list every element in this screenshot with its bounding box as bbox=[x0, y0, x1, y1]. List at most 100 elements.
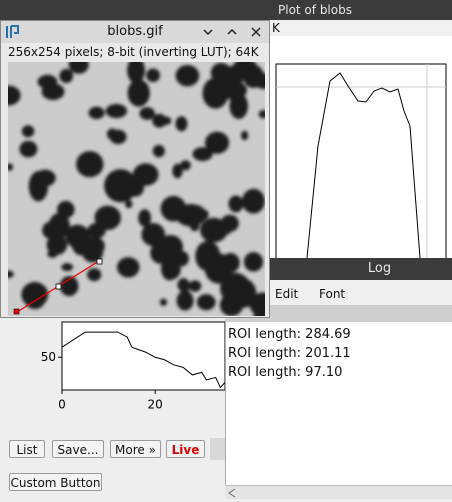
blob bbox=[47, 249, 58, 258]
blob bbox=[132, 163, 159, 186]
log-line: ROI length: 201.11 bbox=[228, 346, 351, 361]
blob bbox=[21, 125, 35, 138]
blob bbox=[128, 86, 142, 100]
blob bbox=[188, 280, 202, 292]
blob bbox=[150, 241, 170, 264]
blob bbox=[146, 68, 161, 83]
blob bbox=[253, 306, 265, 316]
blob bbox=[41, 83, 65, 100]
blob bbox=[125, 199, 133, 209]
image-canvas bbox=[8, 62, 265, 316]
blob bbox=[8, 85, 21, 106]
blob bbox=[192, 147, 213, 162]
blob bbox=[229, 92, 249, 119]
blob bbox=[180, 160, 191, 171]
blob bbox=[242, 188, 265, 214]
plot-menu-bar: K bbox=[270, 20, 452, 36]
log-title-bar: Log bbox=[225, 258, 452, 280]
blob bbox=[172, 163, 183, 179]
blob bbox=[23, 281, 47, 310]
blob bbox=[176, 290, 194, 311]
profile-line bbox=[306, 72, 421, 258]
app-icon bbox=[6, 25, 19, 38]
custom-button[interactable]: Custom Button bbox=[9, 473, 102, 491]
roi-handle[interactable] bbox=[96, 258, 103, 265]
blob bbox=[46, 234, 68, 255]
blob bbox=[175, 204, 207, 227]
blob bbox=[196, 294, 216, 311]
profile-frame bbox=[61, 321, 225, 391]
log-text-area: ROI length: 284.69 ROI length: 201.11 RO… bbox=[225, 322, 452, 485]
blob bbox=[117, 257, 140, 278]
blob bbox=[227, 276, 242, 290]
blob bbox=[160, 256, 179, 281]
roi-handle[interactable] bbox=[13, 308, 20, 315]
blob bbox=[139, 107, 155, 120]
blob bbox=[59, 275, 79, 297]
blob bbox=[94, 205, 121, 231]
separator bbox=[210, 438, 225, 460]
log-line: ROI length: 97.10 bbox=[228, 365, 343, 380]
blob bbox=[8, 270, 14, 278]
menu-item[interactable]: Font bbox=[319, 287, 346, 301]
blob bbox=[204, 253, 233, 284]
plot-frame bbox=[275, 63, 447, 258]
blob bbox=[190, 221, 200, 232]
plot-area bbox=[275, 63, 447, 258]
window-controls[interactable] bbox=[199, 24, 267, 40]
blob bbox=[152, 113, 167, 128]
y-tick-label: 50 bbox=[41, 350, 56, 364]
profile-line bbox=[61, 331, 225, 389]
log-title: Log bbox=[367, 261, 392, 276]
blob bbox=[152, 144, 165, 158]
menu-item[interactable]: Edit bbox=[275, 287, 299, 301]
blob bbox=[175, 116, 188, 132]
blob bbox=[59, 68, 74, 84]
more-button[interactable]: More » bbox=[110, 440, 161, 458]
blob bbox=[258, 110, 265, 119]
blob bbox=[127, 62, 145, 84]
list-button[interactable]: List bbox=[9, 440, 45, 458]
image-info: 256x254 pixels; 8-bit (inverting LUT); 6… bbox=[8, 45, 259, 59]
blob bbox=[218, 223, 232, 235]
blob bbox=[71, 230, 92, 256]
log-scrollbar[interactable] bbox=[225, 485, 452, 499]
blob bbox=[87, 268, 102, 282]
blob bbox=[28, 171, 49, 202]
blob bbox=[105, 103, 128, 119]
blob bbox=[76, 151, 104, 178]
blob bbox=[200, 217, 228, 243]
plot-title: Plot of blobs bbox=[278, 3, 352, 17]
blob bbox=[141, 222, 166, 247]
live-button[interactable]: Live bbox=[166, 440, 205, 458]
blob bbox=[61, 263, 74, 272]
blob bbox=[68, 62, 89, 74]
log-line: ROI length: 284.69 bbox=[228, 327, 351, 342]
blob bbox=[243, 252, 264, 272]
save-button[interactable]: Save... bbox=[52, 440, 104, 458]
blob bbox=[205, 131, 230, 154]
scroll-arrow[interactable] bbox=[225, 486, 239, 499]
roi-handle[interactable] bbox=[55, 283, 62, 290]
blob bbox=[228, 195, 244, 213]
plot-title-bar: Plot of blobs bbox=[0, 0, 452, 20]
blob bbox=[177, 278, 190, 292]
blob bbox=[56, 200, 75, 219]
x-tick-label: 0 bbox=[58, 398, 66, 412]
blob bbox=[138, 209, 152, 227]
blob bbox=[175, 64, 200, 87]
blob bbox=[42, 221, 60, 239]
blob bbox=[219, 293, 244, 316]
menu-fragment: K bbox=[272, 21, 280, 35]
blob bbox=[210, 62, 232, 83]
blob bbox=[104, 169, 138, 203]
blob bbox=[88, 106, 105, 120]
blob bbox=[39, 78, 47, 87]
blobs bbox=[8, 62, 265, 316]
blob bbox=[242, 64, 264, 89]
blob bbox=[241, 130, 249, 141]
blob bbox=[159, 298, 168, 306]
image-title-bar: blobs.gif bbox=[1, 21, 269, 43]
